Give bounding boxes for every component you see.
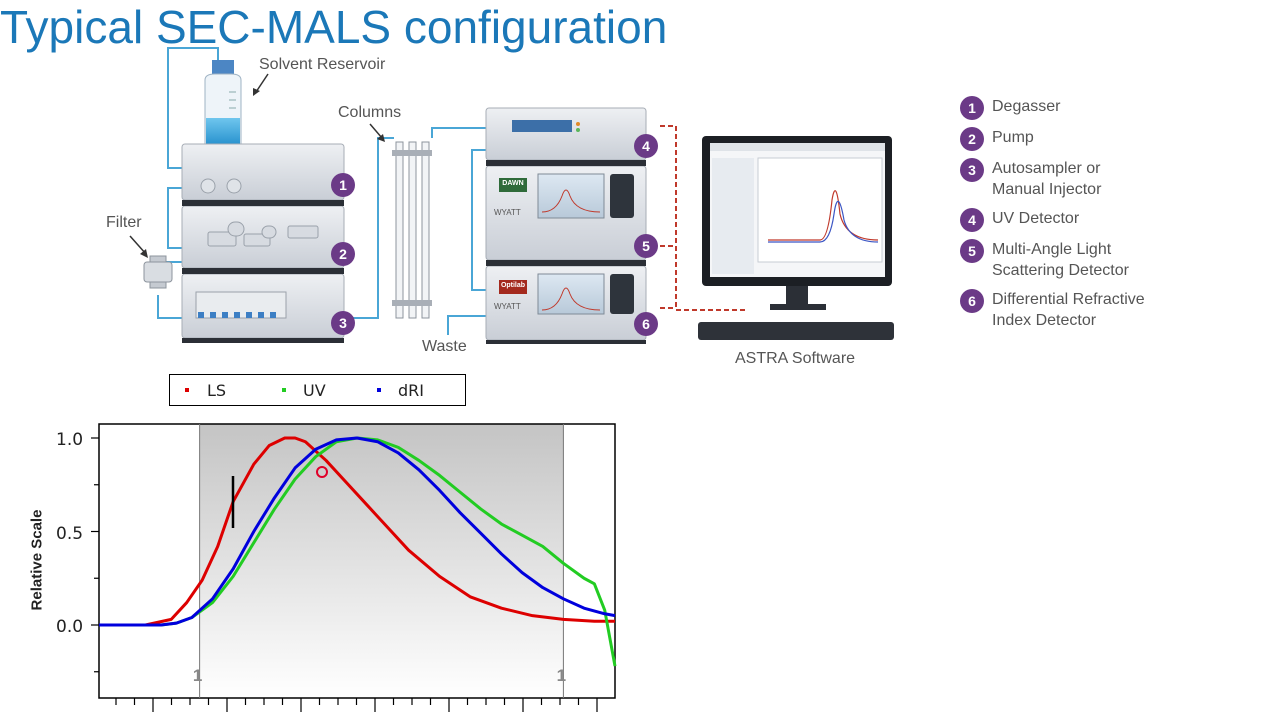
legend-number: 5	[960, 239, 984, 263]
legend-number: 1	[960, 96, 984, 120]
legend-text: UV Detector	[992, 210, 1080, 227]
peak-limit-left-label: 1	[193, 666, 202, 685]
wyatt-brand: WYATT	[494, 302, 521, 311]
callout-autosampler: 3	[331, 311, 355, 335]
dawn-badge-bg	[499, 178, 527, 192]
callout-uv-detector: 4	[634, 134, 658, 158]
y-tick-label: 0.0	[56, 617, 84, 637]
ls-legend-label: LS	[207, 381, 227, 400]
legend-item-dri-detector: 6 Differential Refractive Index Detector	[960, 287, 1190, 337]
y-tick-marks	[91, 437, 99, 673]
astra-software-label: ASTRA Software	[735, 350, 856, 367]
signal-cables	[660, 125, 746, 311]
y-tick-label: 0.5	[56, 524, 84, 544]
component-legend: 1 Degasser 2 Pump 3 Autosampler or Manua…	[960, 94, 1190, 337]
callout-dri-detector: 6	[634, 312, 658, 336]
waste-label: Waste	[422, 338, 467, 355]
callout-mals-detector: 5	[634, 234, 658, 258]
computer-monitor	[698, 136, 894, 340]
y-tick-label: 1.0	[56, 430, 84, 450]
dri-legend-marker	[377, 388, 381, 392]
wyatt-brand: WYATT	[494, 208, 521, 217]
series-line-dri	[99, 436, 616, 627]
uv-legend-marker	[282, 388, 286, 392]
chart-series	[99, 436, 617, 667]
solvent-reservoir-bottle	[204, 60, 242, 145]
legend-number: 6	[960, 289, 984, 313]
optilab-badge-bg	[499, 280, 527, 294]
pump-stack	[181, 143, 345, 343]
filter-label: Filter	[106, 214, 142, 231]
legend-item-uv-detector: 4 UV Detector	[960, 206, 1190, 237]
legend-text: Multi-Angle Light Scattering Detector	[992, 241, 1129, 279]
legend-item-mals-detector: 5 Multi-Angle Light Scattering Detector	[960, 237, 1190, 287]
legend-item-autosampler: 3 Autosampler or Manual Injector	[960, 156, 1190, 206]
legend-text: Degasser	[992, 98, 1061, 115]
series-line-uv	[99, 436, 617, 667]
legend-number: 4	[960, 208, 984, 232]
chart-legend: LS UV dRI	[169, 374, 466, 406]
selection-point[interactable]	[316, 466, 328, 478]
optilab-badge: Optilab	[500, 282, 526, 289]
peak-limit-right-label: 1	[557, 666, 566, 685]
columns	[392, 141, 432, 319]
callout-pump: 2	[331, 242, 355, 266]
peak-region-shade	[199, 424, 564, 698]
legend-item-degasser: 1 Degasser	[960, 94, 1190, 125]
x-tick-marks	[115, 698, 598, 712]
sec-mals-instrument-diagram	[129, 47, 894, 344]
callout-degasser: 1	[331, 173, 355, 197]
filter-unit	[143, 255, 173, 289]
legend-text: Pump	[992, 129, 1034, 146]
legend-text: Autosampler or Manual Injector	[992, 160, 1102, 198]
solvent-reservoir-label: Solvent Reservoir	[259, 56, 386, 73]
legend-number: 2	[960, 127, 984, 151]
legend-number: 3	[960, 158, 984, 182]
uv-legend-label: UV	[303, 381, 326, 400]
dri-legend-label: dRI	[398, 381, 424, 400]
legend-text: Differential Refractive Index Detector	[992, 291, 1145, 329]
slide-title: Typical SEC-MALS configuration	[0, 1, 668, 53]
columns-label: Columns	[338, 104, 402, 121]
legend-item-pump: 2 Pump	[960, 125, 1190, 156]
ls-legend-marker	[185, 388, 189, 392]
dawn-badge: DAWN	[502, 180, 524, 187]
